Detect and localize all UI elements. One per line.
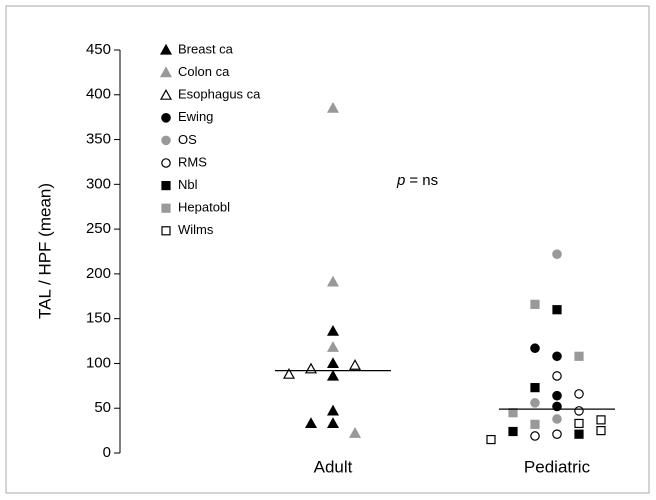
legend-marker: [161, 226, 171, 236]
point: [348, 359, 362, 370]
y-tick-label: 250: [86, 220, 111, 237]
legend-marker: [161, 158, 171, 168]
point: [552, 371, 562, 381]
point: [326, 101, 340, 113]
point: [326, 324, 340, 336]
y-tick-label: 0: [103, 444, 111, 461]
legend-label: RMS: [178, 154, 207, 169]
legend-marker: [159, 43, 173, 55]
legend-marker: [159, 66, 173, 78]
legend-marker: [161, 113, 171, 123]
point: [596, 415, 606, 425]
point: [326, 404, 340, 416]
annotation-text: = ns: [409, 172, 438, 189]
point: [552, 414, 562, 424]
legend-label: OS: [178, 132, 197, 147]
y-axis-label: TAL / HPF (mean): [35, 183, 54, 319]
y-tick-label: 450: [86, 41, 111, 58]
legend-label: Esophagus ca: [178, 87, 261, 102]
point: [530, 383, 540, 393]
annotation-italic: p: [396, 172, 405, 189]
point: [574, 389, 584, 399]
point: [282, 367, 296, 379]
frame: [5, 5, 650, 494]
legend-marker: [161, 135, 171, 146]
point: [530, 299, 540, 309]
point: [304, 417, 318, 429]
legend-label: Wilms: [178, 222, 214, 237]
legend-label: Colon ca: [178, 64, 230, 79]
point: [552, 429, 562, 439]
point: [552, 249, 562, 259]
y-tick-label: 300: [86, 175, 111, 192]
point: [574, 351, 584, 361]
y-tick-label: 400: [86, 86, 111, 103]
point: [326, 341, 340, 352]
y-tick-label: 50: [94, 399, 111, 416]
y-tick-label: 350: [86, 131, 111, 148]
legend-marker: [161, 181, 171, 191]
y-tick-label: 100: [86, 354, 111, 371]
point: [348, 427, 362, 438]
point: [530, 419, 540, 429]
point: [596, 426, 606, 436]
point: [508, 408, 518, 418]
legend-marker: [159, 88, 173, 100]
point: [326, 275, 340, 287]
legend-label: Hepatobl: [178, 200, 230, 215]
point: [304, 362, 318, 374]
legend-label: Breast ca: [178, 41, 234, 56]
point: [530, 343, 540, 354]
legend-label: Ewing: [178, 109, 213, 124]
point: [574, 429, 584, 439]
point: [552, 390, 562, 401]
y-tick-label: 150: [86, 310, 111, 327]
point: [326, 369, 340, 381]
legend-label: Nbl: [178, 177, 198, 192]
point: [326, 357, 340, 369]
point: [530, 398, 540, 408]
point: [326, 417, 340, 429]
point: [574, 406, 584, 416]
point: [552, 305, 562, 315]
point: [530, 431, 540, 441]
point: [486, 434, 496, 445]
legend-marker: [161, 203, 171, 213]
x-tick-label: Pediatric: [524, 457, 591, 476]
point: [574, 418, 584, 429]
y-tick-label: 200: [86, 265, 111, 282]
point: [552, 351, 562, 362]
point: [508, 426, 518, 437]
x-tick-label: Adult: [314, 457, 353, 476]
annotation: p = ns: [396, 172, 438, 189]
